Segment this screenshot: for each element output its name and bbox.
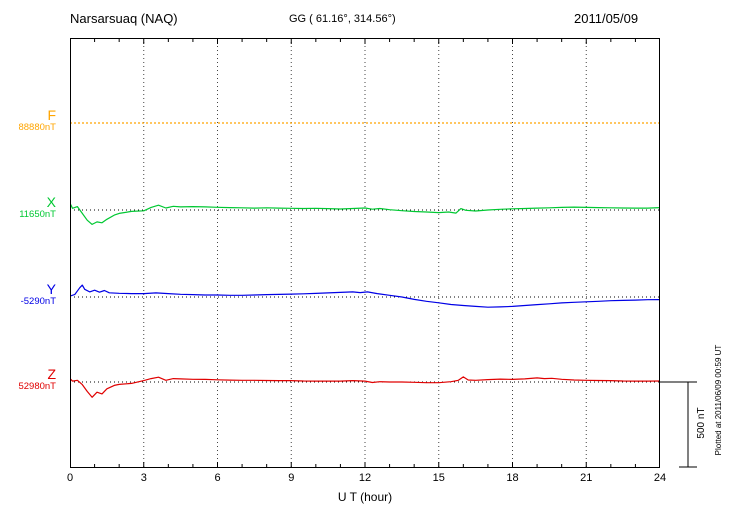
series-label-X: X 11650nT	[19, 195, 56, 221]
x-axis-ticks: 0 3 6 9 12 15 18 21 24	[66, 472, 666, 486]
series-baseline-value: 11650nT	[19, 209, 56, 220]
x-tick-label: 24	[653, 472, 667, 484]
component-labels: F 88880nT X 11650nT Y -5290nT Z 52980nT	[0, 0, 62, 520]
magnetogram-svg	[69, 38, 661, 468]
plot-date: 2011/05/09	[574, 11, 639, 26]
plot-frame	[70, 38, 660, 468]
scale-bar-label: 500 nT	[696, 407, 707, 439]
series-letter: Z	[47, 366, 56, 382]
series-baseline-value: -5290nT	[20, 296, 56, 307]
plot-area	[69, 38, 661, 468]
series-label-Y: Y -5290nT	[21, 282, 56, 308]
trace-Z	[69, 376, 661, 398]
series-letter: Y	[46, 281, 56, 297]
x-tick-label: 0	[66, 472, 74, 484]
x-tick-label: 12	[358, 472, 372, 484]
scale-bar-svg	[660, 381, 697, 468]
x-tick-label: 6	[214, 472, 221, 484]
trace-X	[69, 202, 661, 225]
x-tick-label: 15	[432, 472, 445, 484]
geographic-coords: GG ( 61.16°, 314.56°)	[289, 13, 396, 25]
series-letter: F	[47, 107, 56, 123]
scale-bar	[655, 370, 730, 480]
x-tick-label: 9	[288, 472, 295, 484]
x-axis-label: U T (hour)	[337, 490, 393, 504]
x-tick-label: 3	[140, 472, 147, 484]
plotted-at-note: Plotted at 2011/06/09 00:59 UT	[714, 344, 723, 456]
series-baseline-value: 52980nT	[18, 381, 56, 392]
x-tick-label: 21	[580, 472, 593, 484]
trace-Y	[69, 284, 661, 308]
series-label-F: F 88880nT	[18, 108, 56, 134]
x-tick-label: 18	[506, 472, 519, 484]
series-baseline-value: 88880nT	[18, 122, 56, 133]
series-letter: X	[46, 194, 56, 210]
station-title: Narsarsuaq (NAQ)	[70, 11, 178, 26]
series-label-Z: Z 52980nT	[18, 367, 56, 393]
